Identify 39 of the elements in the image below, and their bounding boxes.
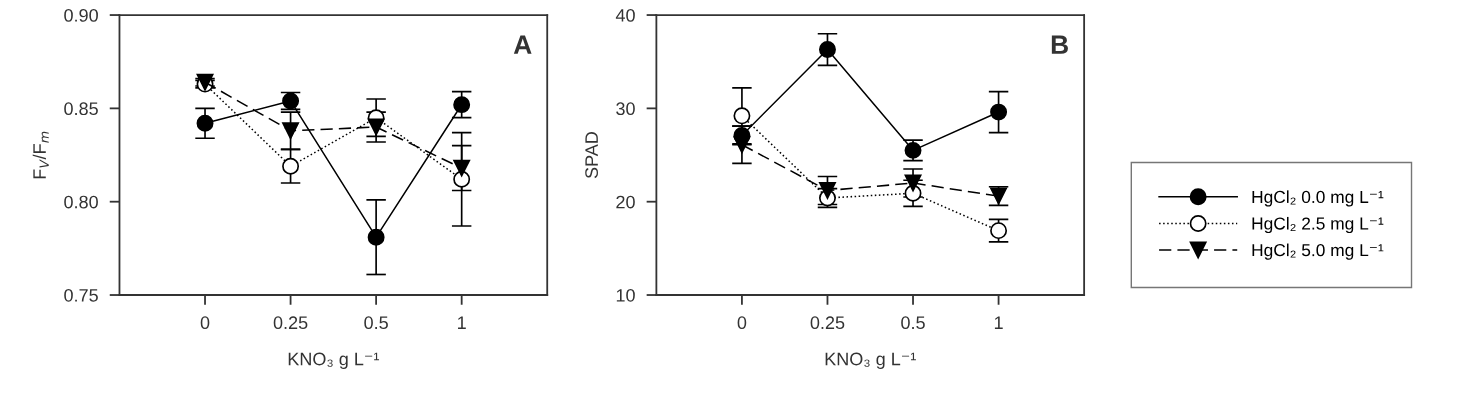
- y-tick-label: 0.85: [64, 102, 98, 116]
- annotation: B: [1051, 35, 1068, 54]
- y-tick-label: 10: [616, 288, 635, 302]
- point: [453, 170, 471, 188]
- point: [453, 159, 471, 177]
- y-tick-label: 0.75: [64, 288, 98, 302]
- x-tick-label: 0.25: [810, 316, 845, 330]
- y-axis-title: SPAD: [585, 131, 598, 179]
- x-axis-title: KNO₃ g L⁻¹: [825, 352, 916, 369]
- x-tick-label: 0.25: [273, 316, 308, 330]
- legend-label: HgCl₂ 5.0 mg L⁻¹: [1252, 243, 1384, 260]
- x-tick-label: 0.5: [364, 316, 388, 330]
- point: [904, 174, 922, 192]
- y-tick-label: 20: [616, 195, 635, 209]
- x-tick-label: 0: [737, 316, 747, 330]
- point: [990, 103, 1008, 121]
- x-axis-title: KNO₃ g L⁻¹: [288, 352, 380, 369]
- legend-label: HgCl₂ 2.5 mg L⁻¹: [1252, 216, 1384, 234]
- point: [819, 182, 836, 199]
- point: [282, 157, 300, 175]
- y-tick-label: 0.80: [64, 195, 98, 209]
- legend-label: HgCl₂ 0.0 mg L⁻¹: [1252, 190, 1384, 207]
- x-tick-label: 1: [994, 316, 1003, 329]
- point: [282, 122, 300, 140]
- x-tick-label: 1: [458, 316, 466, 329]
- point: [196, 114, 214, 132]
- point: [819, 41, 836, 59]
- point: [367, 228, 385, 246]
- y-tick-label: 0.90: [64, 8, 98, 22]
- point: [733, 136, 751, 154]
- y-tick-label: 30: [616, 102, 635, 116]
- annotation: A: [513, 35, 532, 54]
- point: [367, 118, 385, 136]
- x-tick-label: 0: [200, 316, 210, 330]
- y-axis-title: F$_{V}$/F$_{m}$: [32, 131, 49, 179]
- x-tick-label: 0.5: [901, 316, 925, 330]
- y-tick-label: 40: [615, 8, 635, 22]
- point: [733, 107, 751, 125]
- point: [453, 96, 471, 114]
